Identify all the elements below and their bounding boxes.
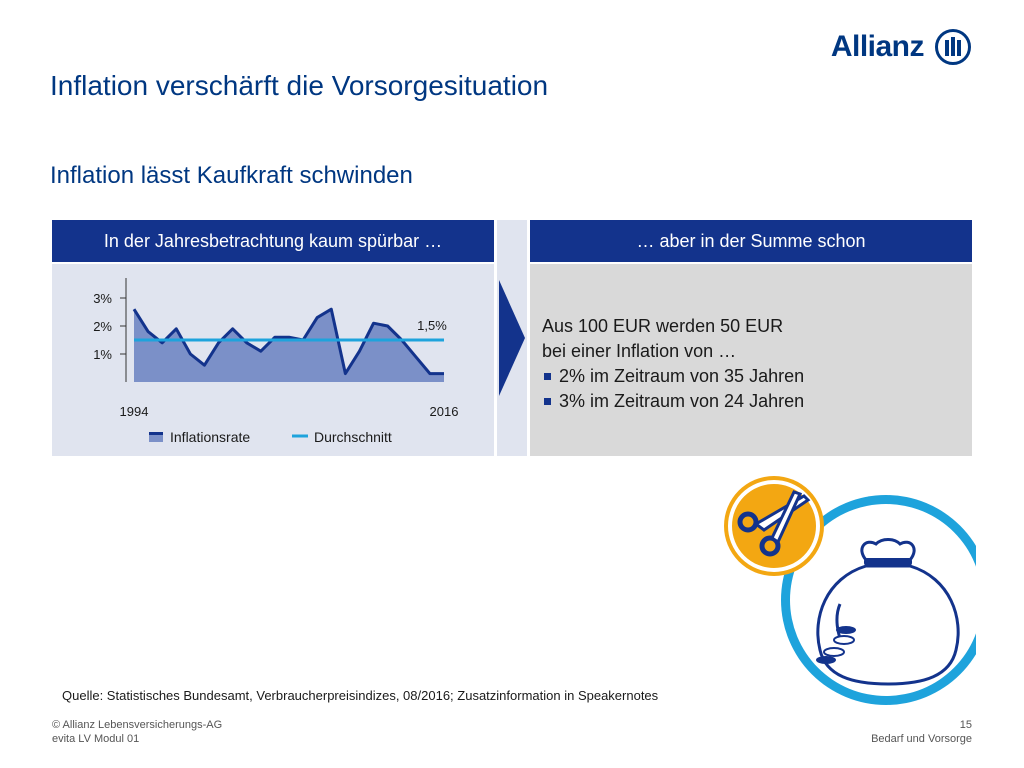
page-title: Inflation verschärft die Vorsorgesituati…: [50, 70, 549, 101]
bullet-text-2: 3% im Zeitraum von 24 Jahren: [559, 391, 805, 411]
allianz-eagle-icon: [935, 29, 971, 65]
average-annotation: 1,5%: [417, 318, 447, 333]
text-line-1: Aus 100 EUR werden 50 EUR: [542, 316, 784, 336]
footer-right: 15 Bedarf und Vorsorge: [871, 718, 972, 746]
bullet-square-icon: [544, 398, 551, 405]
money-bag-icon: [816, 538, 960, 686]
chevron-right-icon: [499, 280, 525, 396]
scissors-icon: [724, 476, 824, 576]
y-tick-label-2: 3%: [93, 291, 112, 306]
x-tick-label-1: 2016: [430, 404, 459, 419]
right-panel-header: … aber in der Summe schon: [530, 220, 972, 262]
inflation-area: [134, 309, 444, 382]
allianz-logo: Allianz: [831, 28, 972, 66]
inflation-line: [132, 307, 444, 376]
scissors-money-bag-illustration: [724, 476, 976, 705]
text-line-2: bei einer Inflation von …: [542, 341, 737, 361]
legend-swatch-top-inflationsrate: [149, 432, 163, 435]
page-subtitle: Inflation lässt Kaufkraft schwinden: [50, 162, 413, 189]
footer-module: evita LV Modul 01: [52, 733, 140, 745]
inflation-chart: 1% 2% 3% 1,5% 1994 2016 Inflationsrate Durchsc…: [93, 278, 459, 445]
legend-label-inflationsrate: Inflationsrate: [170, 429, 250, 445]
left-panel-header: In der Jahresbetrachtung kaum spürbar …: [52, 220, 494, 262]
brand-name: Allianz: [830, 30, 925, 63]
footer-section: Bedarf und Vorsorge: [871, 733, 972, 745]
y-tick-label-1: 2%: [93, 319, 112, 334]
y-tick-label-0: 1%: [93, 347, 112, 362]
x-tick-label-0: 1994: [120, 404, 149, 419]
bullet-item-2: 3% im Zeitraum von 24 Jahren: [542, 389, 804, 414]
source-note: Quelle: Statistisches Bundesamt, Verbrau…: [62, 688, 659, 703]
page-number: 15: [959, 719, 972, 731]
footer-copyright: © Allianz Lebensversicherungs-AG: [52, 719, 223, 731]
left-panel-body: 1% 2% 3% 1,5% 1994 2016 Inflationsrate Durchsc…: [52, 264, 494, 456]
bullet-item-1: 2% im Zeitraum von 35 Jahren: [542, 364, 804, 389]
legend-swatch-inflationsrate: [149, 432, 163, 442]
legend-label-durchschnitt: Durchschnitt: [314, 429, 392, 445]
right-panel-text: Aus 100 EUR werden 50 EUR bei einer Infl…: [542, 314, 804, 414]
bullet-square-icon: [544, 373, 551, 380]
footer-left: © Allianz Lebensversicherungs-AG evita L…: [52, 718, 222, 746]
right-panel-body: Aus 100 EUR werden 50 EUR bei einer Infl…: [530, 264, 972, 456]
bullet-text-1: 2% im Zeitraum von 35 Jahren: [559, 366, 805, 386]
arrow-column: [497, 220, 527, 456]
